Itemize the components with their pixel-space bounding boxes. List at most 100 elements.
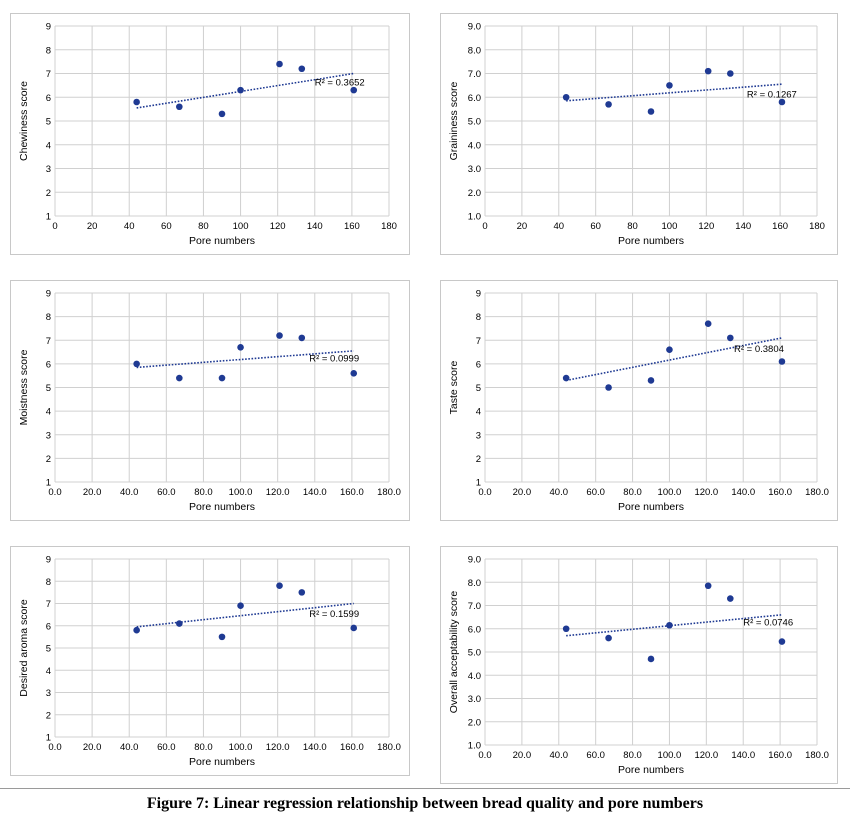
x-tick-label: 80.0 — [623, 487, 642, 498]
y-tick-label: 3 — [46, 430, 51, 441]
x-tick-label: 100.0 — [229, 742, 253, 753]
x-tick-label: 120.0 — [266, 487, 290, 498]
x-tick-label: 60 — [161, 221, 172, 232]
y-tick-label: 7.0 — [468, 69, 481, 80]
x-tick-label: 100.0 — [658, 487, 682, 498]
y-tick-label: 4.0 — [468, 140, 481, 151]
trendline — [566, 337, 783, 382]
chart-svg: 1 2 3 4 5 6 7 8 9 0.0 20.0 40.0 60.0 80.0 100.0 120.0 14… — [18, 289, 401, 514]
x-tick-label: 0.0 — [478, 487, 491, 498]
data-point — [778, 98, 786, 106]
data-point — [218, 374, 226, 382]
data-point — [276, 60, 283, 68]
y-axis-label: Chewiness score — [18, 81, 30, 161]
desired-aroma-chart: 1 2 3 4 5 6 7 8 9 0.0 20.0 40.0 60.0 80.0 100.0 120.0 14… — [10, 546, 410, 776]
x-tick-label: 80 — [627, 221, 638, 232]
x-tick-label: 60.0 — [157, 742, 176, 753]
y-tick-label: 6 — [46, 359, 51, 370]
data-point — [176, 620, 183, 627]
y-axis-label: Graininess score — [448, 81, 460, 160]
y-tick-label: 2 — [46, 710, 51, 721]
x-tick-label: 100 — [233, 221, 249, 232]
x-tick-label: 120.0 — [694, 487, 718, 498]
data-point — [727, 595, 734, 602]
y-tick-label: 3 — [46, 164, 51, 175]
x-tick-label: 160.0 — [340, 487, 364, 498]
y-tick-label: 7.0 — [468, 601, 481, 612]
data-point — [727, 334, 734, 342]
taste-chart: 1 2 3 4 5 6 7 8 9 0.0 20.0 40.0 60.0 80.0 100.0 120.0 14… — [440, 280, 838, 521]
data-point — [562, 625, 570, 633]
x-tick-label: 100.0 — [229, 487, 253, 498]
x-axis-label: Pore numbers — [618, 235, 684, 247]
x-tick-label: 20.0 — [83, 487, 102, 498]
moistness-chart: 1 2 3 4 5 6 7 8 9 0.0 20.0 40.0 60.0 80.0 100.0 120.0 14… — [10, 280, 410, 521]
x-tick-label: 160.0 — [768, 750, 792, 761]
data-point — [276, 332, 283, 339]
y-tick-label: 3 — [46, 688, 51, 699]
chart-svg: 1 2 3 4 5 6 7 8 9 0 20 40 60 80 100 120 140 160 180 Pore nu… — [18, 22, 397, 248]
y-tick-label: 4 — [46, 407, 51, 418]
x-tick-label: 60.0 — [157, 487, 176, 498]
y-tick-label: 6 — [476, 359, 481, 370]
x-axis-label: Pore numbers — [189, 235, 255, 247]
r-squared-label: R² = 0.1267 — [747, 89, 797, 100]
x-tick-label: 180 — [381, 221, 397, 232]
y-tick-label: 1 — [46, 733, 51, 744]
trendline — [136, 72, 354, 109]
x-tick-label: 0.0 — [48, 487, 61, 498]
data-point — [562, 374, 570, 382]
data-point — [605, 384, 612, 391]
y-tick-label: 5 — [46, 117, 51, 128]
caption-divider — [0, 788, 850, 789]
y-tick-label: 4 — [46, 140, 51, 151]
x-tick-label: 0.0 — [48, 742, 61, 753]
y-axis-label: Taste score — [448, 361, 460, 415]
trendline — [136, 602, 354, 628]
x-tick-label: 180.0 — [805, 750, 829, 761]
x-tick-label: 160 — [344, 221, 360, 232]
x-tick-label: 120 — [270, 221, 286, 232]
data-point — [704, 320, 712, 328]
data-point — [218, 110, 226, 118]
data-point — [778, 358, 786, 365]
y-tick-label: 9 — [46, 555, 51, 566]
y-tick-label: 5 — [46, 644, 51, 655]
x-tick-label: 0 — [52, 221, 57, 232]
x-tick-label: 20.0 — [513, 750, 532, 761]
y-tick-label: 3.0 — [468, 694, 481, 705]
data-point — [237, 602, 244, 610]
data-point — [704, 582, 712, 590]
data-point — [704, 67, 712, 75]
y-tick-label: 9 — [46, 289, 51, 300]
x-tick-label: 140.0 — [303, 487, 327, 498]
y-tick-label: 6 — [46, 93, 51, 104]
y-tick-label: 8 — [46, 312, 51, 323]
y-tick-label: 8 — [46, 45, 51, 56]
data-point — [605, 101, 612, 108]
x-tick-label: 140.0 — [303, 742, 327, 753]
y-tick-label: 8 — [46, 577, 51, 588]
y-tick-label: 1 — [46, 478, 51, 489]
x-tick-label: 160.0 — [340, 742, 364, 753]
chewiness-chart: 1 2 3 4 5 6 7 8 9 0 20 40 60 80 100 120 140 160 180 Pore nu… — [10, 13, 410, 255]
y-tick-label: 9 — [46, 22, 51, 33]
data-point — [647, 655, 655, 663]
y-tick-label: 9.0 — [468, 22, 481, 33]
x-tick-label: 140.0 — [731, 487, 755, 498]
x-tick-label: 60 — [590, 221, 601, 232]
r-squared-label: R² = 0.3652 — [315, 77, 365, 88]
x-tick-label: 100.0 — [658, 750, 682, 761]
x-tick-label: 160 — [772, 221, 788, 232]
x-axis-label: Pore numbers — [189, 501, 255, 513]
x-tick-label: 0 — [482, 221, 487, 232]
y-tick-label: 1 — [46, 212, 51, 223]
trendline — [566, 614, 783, 637]
x-tick-label: 120.0 — [694, 750, 718, 761]
data-point — [350, 86, 358, 94]
x-axis-label: Pore numbers — [189, 756, 255, 768]
chart-svg: 1 2 3 4 5 6 7 8 9 0.0 20.0 40.0 60.0 80.0 100.0 120.0 14… — [18, 555, 401, 769]
x-tick-label: 60.0 — [586, 487, 605, 498]
data-point — [237, 86, 244, 94]
overall-acceptability-chart: 1.0 2.0 3.0 4.0 5.0 6.0 7.0 8.0 9.0 0.0 20.0 40.0 60… — [440, 546, 838, 784]
